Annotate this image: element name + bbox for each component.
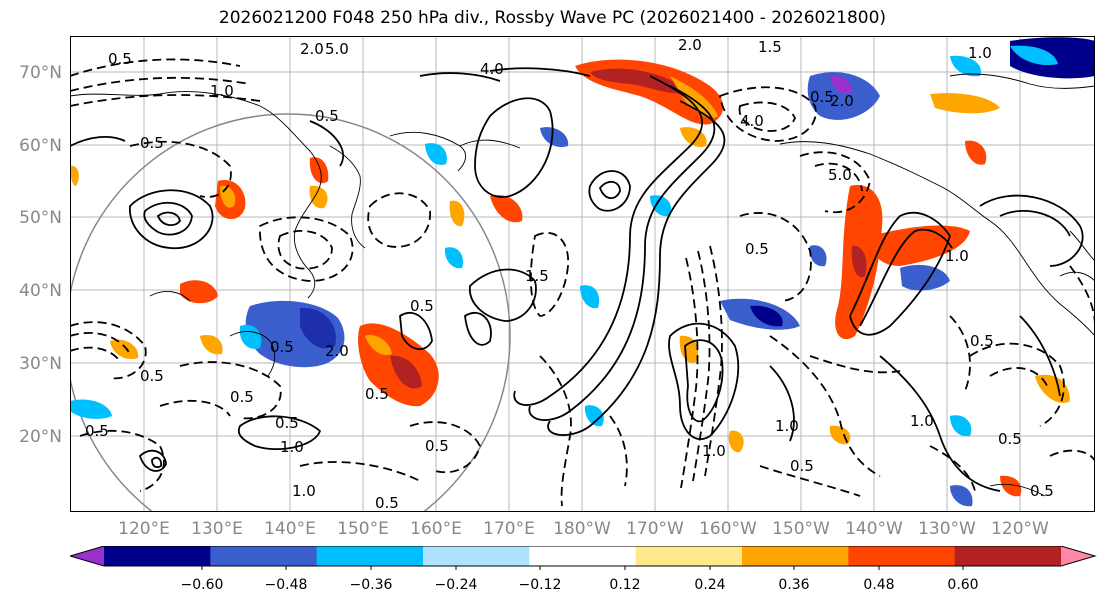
colorbar-tick-label: 0.12 [609, 577, 640, 593]
contour-label: 0.5 [315, 107, 339, 125]
colorbar-swatch [316, 546, 424, 566]
colorbar-tick-label: −0.24 [435, 577, 478, 593]
colorbar-ticks [201, 566, 964, 570]
contour-labels: 0.5 2.0 5.0 4.0 2.0 1.5 1.0 0.5 2.0 4.0 … [85, 36, 1054, 512]
contour-label: 0.5 [970, 332, 994, 350]
colorbar-tick-label: −0.48 [265, 577, 308, 593]
contour-label: 0.5 [365, 385, 389, 403]
colorbar-swatch [529, 546, 637, 566]
colorbar-swatch [635, 546, 743, 566]
lon-label: 120°W [991, 519, 1049, 539]
lat-label: 60°N [19, 136, 62, 156]
contour-label: 1.0 [210, 82, 234, 100]
contours-negative [70, 58, 1095, 507]
colorbar-tick-label: −0.12 [519, 577, 562, 593]
lon-label: 160°E [410, 519, 462, 539]
contour-label: 0.5 [410, 297, 434, 315]
contour-label: 1.5 [758, 38, 782, 56]
contour-label: 1.0 [910, 412, 934, 430]
contour-label: 0.5 [85, 422, 109, 440]
contour-label: 2.0 [678, 36, 702, 54]
contours-positive [70, 67, 1084, 492]
colorbar-outline [70, 546, 1097, 567]
contour-label: 0.5 [998, 430, 1022, 448]
colorbar-swatch [210, 546, 318, 566]
map-panel: 0.5 2.0 5.0 4.0 2.0 1.5 1.0 0.5 2.0 4.0 … [70, 36, 1095, 512]
colorbar-tick-label: 0.24 [694, 577, 725, 593]
contour-label: 0.5 [275, 414, 299, 432]
contour-label: 4.0 [480, 60, 504, 78]
contour-label: 2.0 [300, 40, 324, 58]
contour-label: 0.5 [425, 437, 449, 455]
lat-label: 30°N [19, 354, 62, 374]
lon-label: 130°W [918, 519, 976, 539]
map-border [70, 36, 1095, 512]
contour-label: 0.5 [270, 338, 294, 356]
lon-label: 120°E [118, 519, 170, 539]
contour-label: 1.0 [945, 247, 969, 265]
lat-axis: 70°N 60°N 50°N 40°N 30°N 20°N [19, 63, 62, 447]
lon-label: 150°E [337, 519, 389, 539]
contour-label: 0.5 [790, 457, 814, 475]
contour-label: 0.5 [108, 50, 132, 68]
contour-label: 1.0 [702, 442, 726, 460]
contour-label: 5.0 [828, 166, 852, 184]
contour-label: 0.5 [1030, 482, 1054, 500]
colorbar-tick-label: 0.48 [863, 577, 894, 593]
colorbar-extend-max [1061, 546, 1095, 566]
lon-label: 150°W [772, 519, 830, 539]
lat-label: 50°N [19, 208, 62, 228]
lat-label: 70°N [19, 63, 62, 83]
lon-label: 160°W [699, 519, 757, 539]
contour-label: 1.0 [968, 44, 992, 62]
contour-label: 1.5 [525, 267, 549, 285]
colorbar-extend-min [70, 546, 104, 566]
colorbar-swatches [70, 546, 1095, 566]
colorbar-tick-label: 0.60 [947, 577, 978, 593]
gridlines [70, 36, 1095, 512]
colorbar-tick-label: −0.36 [350, 577, 393, 593]
lon-label: 140°E [264, 519, 316, 539]
colorbar: −0.60 −0.48 −0.36 −0.24 −0.12 0.12 0.24 … [70, 546, 1097, 593]
divergence-shading [70, 37, 1095, 507]
lon-axis: 120°E 130°E 140°E 150°E 160°E 170°E 180°… [118, 519, 1049, 539]
lon-label: 130°E [191, 519, 243, 539]
lat-label: 40°N [19, 281, 62, 301]
contour-label: 0.5 [140, 367, 164, 385]
lat-label: 20°N [19, 427, 62, 447]
lon-label: 140°W [845, 519, 903, 539]
contour-label: 1.0 [280, 438, 304, 456]
colorbar-tick-label: 0.36 [778, 577, 809, 593]
colorbar-swatch [104, 546, 211, 566]
contour-label: 1.0 [292, 482, 316, 500]
contour-label: 0.5 [810, 88, 834, 106]
lon-label: 170°E [483, 519, 535, 539]
contour-label: 5.0 [325, 40, 349, 58]
colorbar-tick-label: −0.60 [181, 577, 224, 593]
contour-label: 0.5 [230, 388, 254, 406]
contour-label: 4.0 [740, 112, 764, 130]
lon-label: 180°W [553, 519, 611, 539]
colorbar-swatch [848, 546, 956, 566]
colorbar-swatch [423, 546, 530, 566]
coastlines [70, 73, 1095, 497]
colorbar-swatch [742, 546, 849, 566]
contour-label: 0.5 [140, 134, 164, 152]
region-circle [70, 113, 511, 512]
colorbar-swatch [954, 546, 1062, 566]
contour-label: 2.0 [830, 92, 854, 110]
contour-label: 2.0 [325, 342, 349, 360]
figure-title: 2026021200 F048 250 hPa div., Rossby Wav… [218, 8, 887, 28]
contour-label: 1.0 [775, 417, 799, 435]
contour-label: 0.5 [745, 240, 769, 258]
contour-label: 0.5 [375, 494, 399, 512]
lon-label: 170°W [626, 519, 684, 539]
